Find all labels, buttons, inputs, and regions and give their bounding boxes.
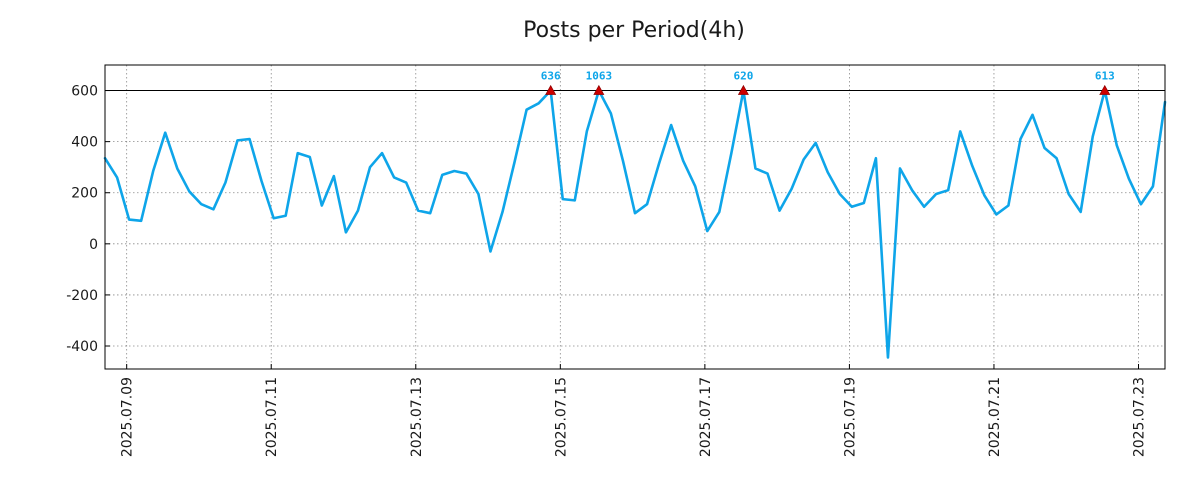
peak-label: 636 [541, 70, 561, 83]
x-tick-label: 2025.07.21 [987, 377, 1003, 457]
x-tick-label: 2025.07.23 [1132, 377, 1148, 457]
peak-marker [737, 84, 749, 95]
y-tick-label: -200 [66, 288, 98, 304]
series-line-posts [103, 89, 1167, 359]
grid-layer [105, 65, 1165, 369]
x-tick-label: 2025.07.13 [409, 377, 425, 457]
series-layer [103, 89, 1167, 359]
y-tick-label: 200 [71, 186, 98, 202]
peak-marker [593, 84, 605, 95]
peak-marker [1099, 84, 1111, 95]
y-tick-label: 0 [89, 237, 98, 253]
peak-label: 613 [1095, 70, 1115, 83]
x-tick-label: 2025.07.17 [698, 377, 714, 457]
x-tick-label: 2025.07.11 [264, 377, 280, 457]
chart-title: Posts per Period(4h) [523, 18, 745, 43]
x-tick-label: 2025.07.15 [553, 377, 569, 457]
plot-frame [104, 64, 1166, 370]
y-tick-label: -400 [66, 339, 98, 355]
x-tick-label: 2025.07.09 [120, 377, 136, 457]
peak-label: 1063 [586, 70, 613, 83]
peak-layer: 636 1063 620 613 [541, 70, 1115, 95]
peak-marker [545, 84, 557, 95]
y-tick-label: 400 [71, 135, 98, 151]
y-tick-label: 600 [71, 84, 98, 100]
axis-layer: 600 400 200 0 -200 -400 2025.07.09 2025.07.11 20… [66, 84, 1147, 458]
x-tick-label: 2025.07.19 [842, 377, 858, 457]
peak-label: 620 [733, 70, 753, 83]
